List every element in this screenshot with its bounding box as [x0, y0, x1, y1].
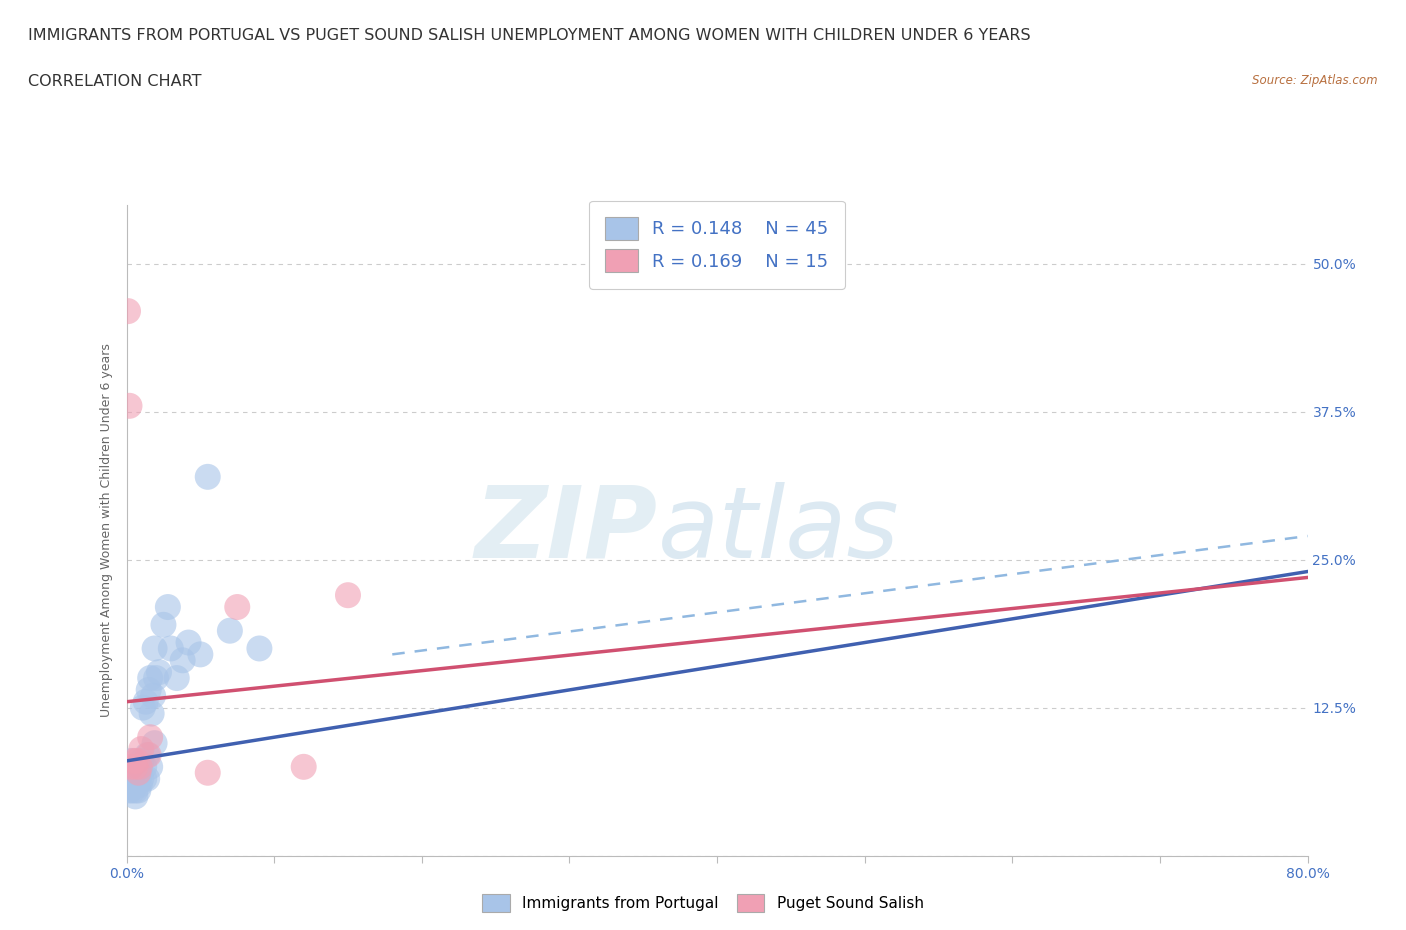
Point [292, 760, 315, 775]
Point [143, 736, 166, 751]
Point [159, 641, 183, 656]
Point [138, 748, 160, 763]
Point [120, 753, 142, 768]
Point [124, 760, 146, 775]
Point [145, 671, 167, 685]
Point [128, 777, 150, 792]
Point [124, 777, 146, 792]
Point [166, 671, 188, 685]
Point [121, 760, 143, 775]
Point [121, 771, 143, 786]
Text: IMMIGRANTS FROM PORTUGAL VS PUGET SOUND SALISH UNEMPLOYMENT AMONG WOMEN WITH CHI: IMMIGRANTS FROM PORTUGAL VS PUGET SOUND … [28, 28, 1031, 43]
Point [177, 635, 200, 650]
Point [132, 700, 155, 715]
Point [122, 771, 145, 786]
Point [134, 760, 156, 775]
Point [197, 470, 219, 485]
Point [247, 641, 270, 656]
Point [125, 760, 148, 775]
Text: ZIP: ZIP [475, 482, 658, 578]
Point [124, 783, 146, 798]
Point [122, 753, 145, 768]
Point [139, 671, 162, 685]
Point [156, 600, 179, 615]
Point [136, 771, 159, 786]
Point [117, 304, 139, 319]
Point [136, 748, 159, 763]
Point [139, 760, 162, 775]
Point [121, 783, 143, 798]
Text: CORRELATION CHART: CORRELATION CHART [28, 74, 201, 89]
Y-axis label: Unemployment Among Women with Children Under 6 years: Unemployment Among Women with Children U… [100, 343, 114, 717]
Text: atlas: atlas [658, 482, 900, 578]
Point [142, 688, 165, 703]
Point [139, 730, 162, 745]
Point [127, 783, 149, 798]
Text: Source: ZipAtlas.com: Source: ZipAtlas.com [1253, 74, 1378, 87]
Point [120, 760, 142, 775]
Point [118, 398, 141, 413]
Point [124, 789, 146, 804]
Point [118, 783, 141, 798]
Point [138, 683, 160, 698]
Point [143, 641, 166, 656]
Point [129, 753, 153, 768]
Legend: R = 0.148    N = 45, R = 0.169    N = 15: R = 0.148 N = 45, R = 0.169 N = 15 [589, 201, 845, 288]
Point [125, 771, 148, 786]
Point [129, 741, 153, 756]
Point [219, 623, 242, 638]
Point [118, 771, 141, 786]
Point [120, 765, 142, 780]
Legend: Immigrants from Portugal, Puget Sound Salish: Immigrants from Portugal, Puget Sound Sa… [477, 888, 929, 918]
Point [141, 706, 163, 721]
Point [226, 600, 249, 615]
Point [197, 765, 219, 780]
Point [134, 771, 156, 786]
Point [127, 771, 149, 786]
Point [127, 765, 149, 780]
Point [188, 647, 211, 662]
Point [152, 618, 174, 632]
Point [148, 665, 170, 680]
Point [337, 588, 360, 603]
Point [128, 765, 150, 780]
Point [135, 695, 157, 710]
Point [125, 753, 148, 768]
Point [122, 777, 145, 792]
Point [172, 653, 194, 668]
Point [129, 771, 153, 786]
Point [128, 760, 150, 775]
